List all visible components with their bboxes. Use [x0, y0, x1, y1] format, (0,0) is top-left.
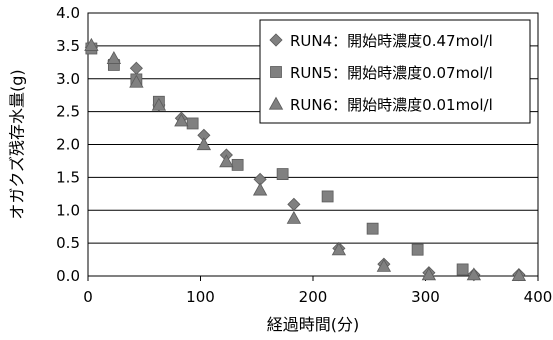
triangle-marker [421, 267, 437, 281]
triangle-marker [196, 137, 212, 151]
y-tick-label: 0.0 [56, 267, 80, 285]
triangle-marker [466, 267, 482, 281]
legend-item: RUN6：開始時濃度0.01mol/l [268, 96, 493, 114]
y-tick-label: 3.5 [56, 37, 80, 55]
triangle-marker [219, 154, 234, 168]
square-marker [456, 263, 469, 276]
legend-label: RUN5：開始時濃度0.07mol/l [290, 64, 493, 82]
legend-label: RUN4：開始時濃度0.47mol/l [290, 32, 493, 50]
legend-item: RUN4：開始時濃度0.47mol/l [269, 32, 493, 50]
triangle-marker [376, 258, 392, 272]
triangle-marker [252, 182, 268, 196]
square-marker [411, 243, 424, 256]
legend-box [259, 19, 531, 124]
square-marker [231, 158, 244, 171]
diamond-marker [269, 33, 283, 47]
square-marker [186, 117, 199, 130]
triangle-marker [151, 97, 167, 111]
data-markers [84, 37, 527, 282]
x-tick-label: 200 [299, 288, 328, 306]
legend: RUN4：開始時濃度0.47mol/l RUN5：開始時濃度0.07mol/l RU… [259, 19, 531, 124]
series-3 [84, 37, 527, 281]
triangle-marker [106, 51, 122, 64]
diamond-marker [287, 197, 301, 211]
square-marker [276, 168, 289, 180]
x-tick-label: 0 [83, 288, 93, 306]
legend-label: RUN6：開始時濃度0.01mol/l [290, 96, 493, 114]
legend-item: RUN5：開始時濃度0.07mol/l [270, 64, 493, 82]
x-axis-title: 経過時間(分) [267, 315, 360, 334]
x-tick-label: 100 [186, 288, 215, 306]
y-tick-label: 1.5 [56, 168, 80, 186]
x-axis-ticks: 0 100 200 300 400 [83, 276, 552, 306]
triangle-marker [331, 242, 347, 256]
triangle-marker [84, 37, 99, 51]
y-axis-ticks: 0.0 0.5 1.0 1.5 2.0 2.5 3.0 3.5 4.0 [56, 4, 80, 285]
y-tick-label: 0.5 [56, 234, 80, 252]
y-tick-label: 2.0 [56, 136, 80, 154]
square-marker [321, 190, 334, 203]
square-marker [366, 222, 379, 235]
triangle-marker [268, 96, 284, 110]
y-tick-label: 1.0 [56, 201, 80, 219]
triangle-marker [286, 210, 302, 224]
y-tick-label: 2.5 [56, 103, 80, 121]
x-tick-label: 300 [411, 288, 440, 306]
square-marker [270, 66, 282, 78]
triangle-marker [129, 74, 144, 88]
x-tick-label: 400 [524, 288, 553, 306]
y-tick-label: 3.0 [56, 70, 80, 88]
triangle-marker [511, 268, 527, 281]
triangle-marker [174, 113, 189, 127]
y-tick-label: 4.0 [56, 4, 80, 22]
y-axis-title: オガクズ残存水量(g) [8, 69, 27, 219]
diamond-marker [129, 61, 143, 75]
